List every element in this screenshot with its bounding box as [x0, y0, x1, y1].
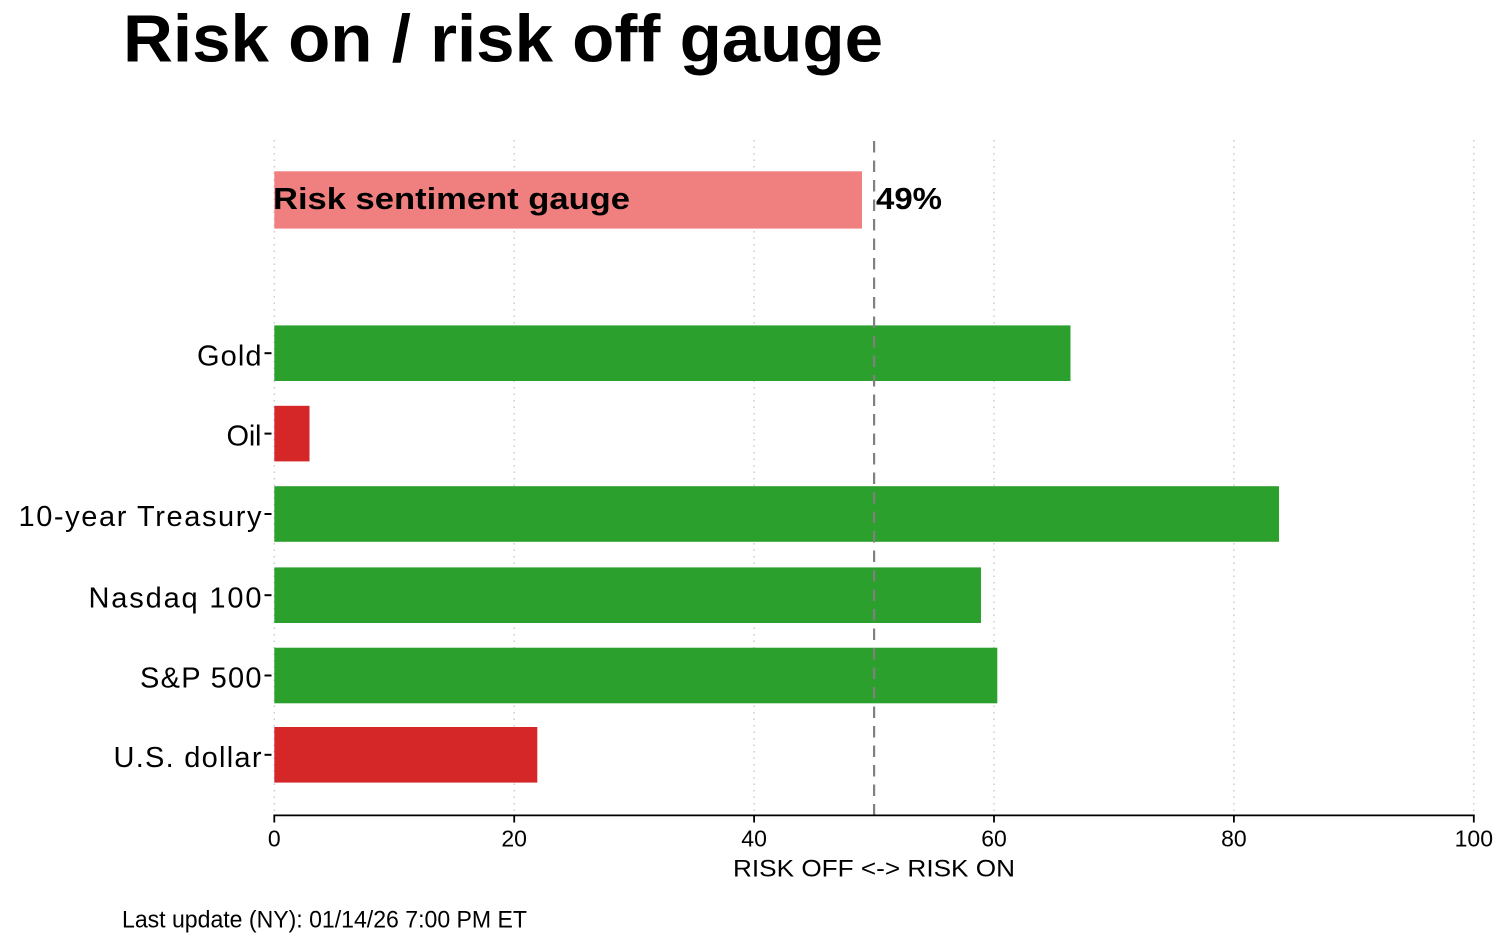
svg-text:Nasdaq 100: Nasdaq 100: [89, 582, 262, 614]
svg-text:RISK OFF <-> RISK ON: RISK OFF <-> RISK ON: [733, 856, 1015, 883]
svg-text:40: 40: [741, 826, 767, 852]
svg-text:100: 100: [1455, 826, 1493, 852]
svg-text:80: 80: [1221, 826, 1247, 852]
svg-text:49%: 49%: [876, 181, 942, 216]
svg-text:S&P 500: S&P 500: [140, 663, 262, 695]
svg-text:Oil: Oil: [227, 421, 262, 453]
svg-text:Gold: Gold: [197, 340, 262, 372]
svg-text:Last update (NY): 01/14/26 7:0: Last update (NY): 01/14/26 7:00 PM ET: [122, 906, 527, 933]
svg-text:20: 20: [501, 826, 527, 852]
svg-text:0: 0: [268, 826, 281, 852]
svg-text:60: 60: [981, 826, 1007, 852]
svg-text:U.S. dollar: U.S. dollar: [114, 742, 262, 774]
svg-text:Risk on / risk off gauge: Risk on / risk off gauge: [123, 2, 883, 77]
svg-text:10-year Treasury: 10-year Treasury: [19, 501, 263, 533]
svg-text:Risk sentiment gauge: Risk sentiment gauge: [273, 181, 630, 216]
